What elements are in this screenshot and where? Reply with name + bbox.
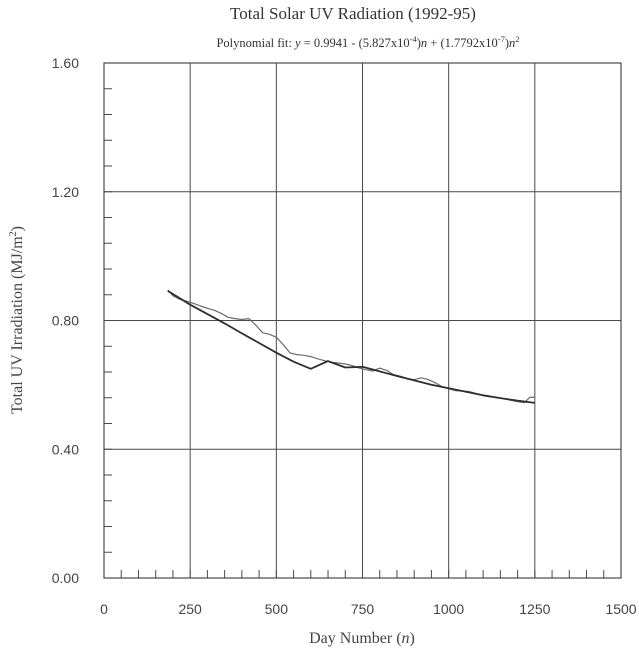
subtitle-exp1: -4 xyxy=(410,34,418,44)
measured-series-line xyxy=(167,289,535,404)
y-axis-label-close: ) xyxy=(9,226,26,231)
y-axis-label-sup: 2 xyxy=(8,231,19,236)
subtitle-prefix: Polynomial fit: xyxy=(216,36,294,50)
x-tick-label: 250 xyxy=(178,601,202,617)
y-tick-label: 0.80 xyxy=(52,313,79,329)
x-axis-label-var: n xyxy=(402,630,410,647)
x-axis-label-text: Day Number ( xyxy=(309,630,401,647)
y-tick-label: 1.20 xyxy=(52,184,79,200)
x-tick-label: 1500 xyxy=(605,601,636,617)
x-tick-label: 1000 xyxy=(433,601,464,617)
chart-subtitle: Polynomial fit: y = 0.9941 - (5.827x10-4… xyxy=(216,34,519,50)
subtitle-n2: n xyxy=(509,36,515,50)
x-tick-label: 0 xyxy=(100,601,108,617)
x-tick-label: 500 xyxy=(265,601,289,617)
x-axis-label-close: ) xyxy=(410,630,415,647)
subtitle-eq: = 0.9941 - (5.827x10 xyxy=(301,36,410,50)
chart-title: Total Solar UV Radiation (1992-95) xyxy=(230,4,476,23)
x-axis-label: Day Number (n) xyxy=(309,630,415,647)
y-tick-label: 1.60 xyxy=(52,55,79,71)
y-axis-label-text: Total UV Irradiation (MJ/m xyxy=(9,236,26,414)
minor-ticks xyxy=(103,62,622,579)
x-tick-label: 1250 xyxy=(519,601,550,617)
series xyxy=(167,289,535,404)
fit-series-line xyxy=(167,290,535,404)
y-axis-label: Total UV Irradiation (MJ/m2) xyxy=(8,226,26,414)
subtitle-mid: ) xyxy=(417,36,421,50)
y-tick-label: 0.00 xyxy=(52,570,79,586)
x-tick-label: 750 xyxy=(351,601,375,617)
subtitle-plus: + (1.7792x10 xyxy=(427,36,498,50)
subtitle-sq: 2 xyxy=(515,34,519,44)
subtitle-close: ) xyxy=(505,36,509,50)
y-tick-labels: 0.00 0.40 0.80 1.20 1.60 xyxy=(52,55,79,586)
y-tick-label: 0.40 xyxy=(52,441,79,457)
subtitle-n1: n xyxy=(421,36,427,50)
x-tick-labels: 0 250 500 750 1000 1250 1500 xyxy=(100,601,637,617)
grid xyxy=(104,63,621,578)
subtitle-exp2: -7 xyxy=(498,34,505,44)
plot-frame xyxy=(103,62,622,579)
subtitle-y-var: y xyxy=(293,36,301,50)
